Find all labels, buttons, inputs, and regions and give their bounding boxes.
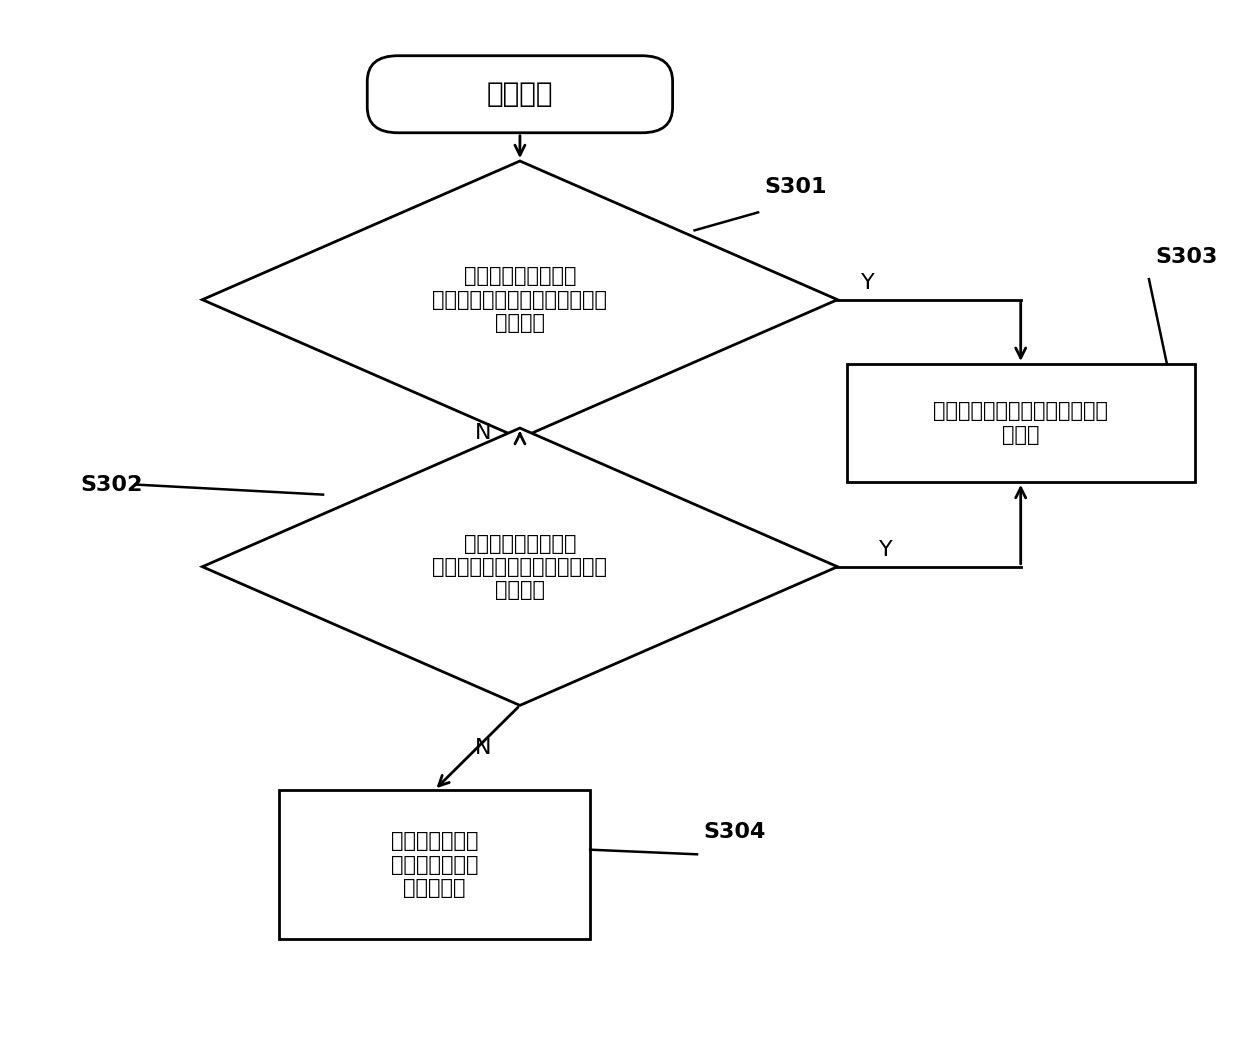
Text: S302: S302 xyxy=(81,475,143,494)
Text: 开始判断: 开始判断 xyxy=(486,80,553,108)
Text: S304: S304 xyxy=(703,822,765,842)
Text: 判断所述当前位置处
监测到的当前光强是否小于第二
预设光强: 判断所述当前位置处 监测到的当前光强是否小于第二 预设光强 xyxy=(433,266,608,333)
Text: 判断所述当前位置处
监测到的当前光强是否小于第一
预设光强: 判断所述当前位置处 监测到的当前光强是否小于第一 预设光强 xyxy=(433,534,608,600)
Text: S303: S303 xyxy=(1154,247,1218,266)
Text: N: N xyxy=(475,738,491,758)
Text: Y: Y xyxy=(879,540,893,560)
FancyBboxPatch shape xyxy=(367,56,672,133)
Text: S301: S301 xyxy=(764,177,827,197)
Polygon shape xyxy=(202,428,837,706)
Text: 确认清洁机器人
没有进入跌落的
距离范围内: 确认清洁机器人 没有进入跌落的 距离范围内 xyxy=(391,832,479,897)
Text: N: N xyxy=(475,424,491,443)
FancyBboxPatch shape xyxy=(279,790,590,939)
Text: Y: Y xyxy=(861,273,875,294)
Text: 确认清洁机器人进入跌落的距离
范围内: 确认清洁机器人进入跌落的距离 范围内 xyxy=(934,402,1109,445)
Polygon shape xyxy=(202,161,837,438)
FancyBboxPatch shape xyxy=(847,364,1195,482)
